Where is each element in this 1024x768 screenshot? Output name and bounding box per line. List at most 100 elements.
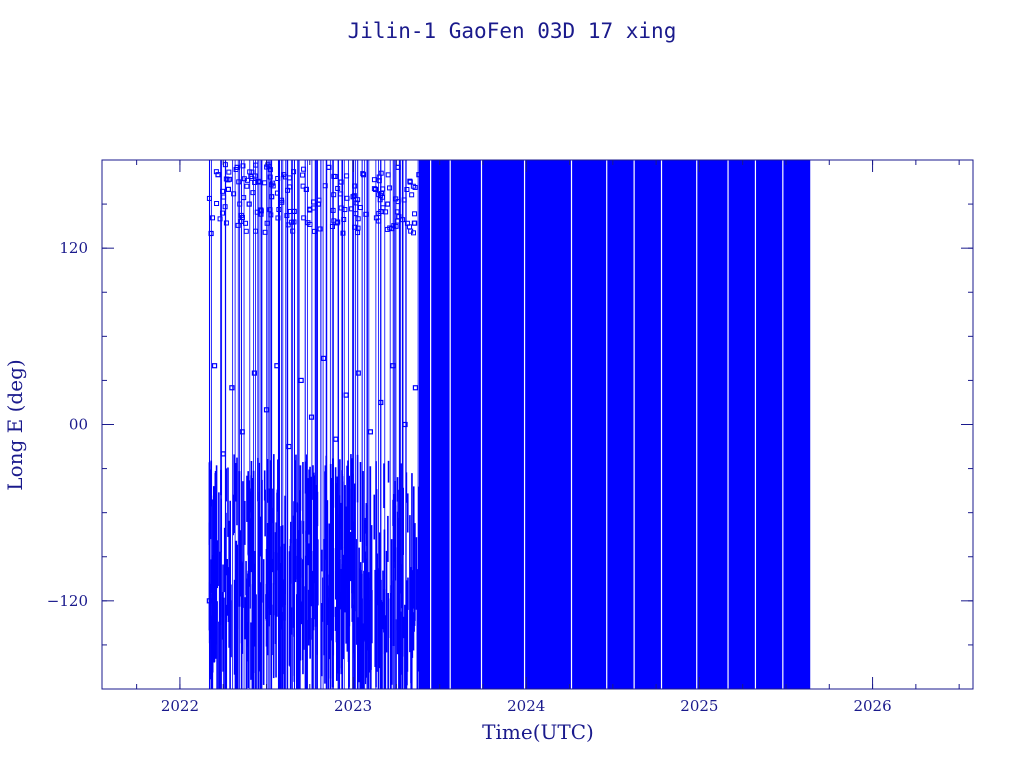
y-tick-label: 00	[69, 416, 88, 434]
track-point	[355, 225, 361, 231]
track-point	[394, 209, 400, 215]
track-point	[332, 174, 338, 180]
data-point	[355, 370, 361, 376]
track-point	[340, 230, 346, 236]
track-point	[270, 183, 276, 189]
track-point	[275, 176, 281, 182]
track-point	[217, 216, 223, 222]
track-point	[247, 169, 253, 175]
track-point	[376, 192, 382, 198]
track-point	[223, 176, 229, 182]
track-point	[376, 218, 382, 224]
track-point	[404, 186, 410, 192]
track-point	[344, 173, 350, 179]
track-point	[391, 223, 397, 229]
axis-ticks: −120 00 120 2022 2023 2024 2025 2026	[47, 160, 973, 715]
y-tick-label: −120	[47, 592, 88, 610]
track-point	[267, 207, 273, 213]
data-point	[215, 172, 221, 178]
track-point	[244, 177, 250, 183]
track-point	[276, 207, 282, 213]
track-point	[301, 215, 307, 221]
track-point	[349, 206, 355, 212]
track-point	[286, 175, 292, 181]
track-point	[310, 199, 316, 205]
data-point	[343, 392, 349, 398]
track-point	[357, 205, 363, 211]
track-point	[243, 228, 249, 234]
track-point	[235, 222, 241, 228]
y-axis-label: Long E (deg)	[3, 359, 27, 490]
track-point	[301, 166, 307, 172]
track-point	[264, 164, 270, 170]
track-point	[206, 195, 212, 201]
data-point	[402, 421, 408, 428]
track-point	[244, 183, 250, 189]
track-point	[252, 179, 258, 185]
data-point	[367, 429, 373, 435]
data-point	[407, 179, 413, 185]
x-tick-label: 2023	[334, 697, 372, 715]
track-point	[335, 219, 341, 225]
track-point	[262, 229, 268, 235]
track-point	[353, 211, 359, 217]
track-point	[226, 169, 232, 175]
track-point	[250, 190, 256, 196]
data-segment-sparse	[206, 160, 420, 689]
track-point	[387, 185, 393, 191]
x-tick-label: 2026	[853, 697, 891, 715]
data-point	[416, 172, 422, 178]
track-point	[385, 172, 391, 178]
data-point	[333, 436, 339, 442]
data-point	[286, 443, 292, 450]
track-point	[407, 224, 413, 230]
track-point	[352, 183, 358, 189]
data-point	[251, 370, 257, 376]
track-point	[355, 216, 361, 222]
track-point	[383, 209, 389, 215]
data-point	[360, 172, 367, 178]
track-point	[338, 191, 344, 197]
track-point	[223, 220, 229, 226]
track-point	[267, 167, 273, 173]
track-point	[411, 220, 417, 226]
x-tick-label: 2024	[507, 697, 545, 715]
track-point	[352, 224, 358, 230]
data-point	[269, 194, 275, 200]
track-point	[371, 177, 377, 183]
track-point	[275, 215, 281, 221]
track-point	[238, 218, 244, 224]
track-point	[279, 199, 285, 205]
track-point	[380, 186, 386, 192]
data-point	[321, 355, 327, 361]
track-point	[285, 222, 291, 228]
track-point	[266, 164, 272, 170]
track-point	[355, 197, 361, 203]
data-point	[315, 201, 322, 207]
track-point	[258, 208, 264, 214]
track-point	[401, 197, 407, 203]
track-point	[412, 211, 418, 217]
track-point	[241, 195, 247, 201]
track-point	[363, 211, 369, 217]
data-point	[378, 399, 384, 406]
track-point	[305, 220, 311, 226]
chart-title: Jilin-1 GaoFen 03D 17 xing	[348, 19, 677, 43]
track-point	[214, 201, 220, 207]
track-point	[267, 174, 273, 180]
track-point	[221, 194, 227, 200]
track-point	[268, 212, 274, 218]
track-point	[300, 172, 306, 178]
data-point	[412, 385, 419, 391]
track-point	[236, 179, 242, 185]
data-point	[263, 407, 270, 413]
track-point	[377, 197, 383, 203]
track-point	[331, 192, 337, 198]
data-series	[206, 164, 422, 604]
y-tick-label: 120	[59, 239, 88, 257]
data-point	[246, 201, 252, 207]
track-point	[322, 183, 328, 189]
data-point	[350, 194, 356, 200]
track-point	[274, 190, 280, 196]
